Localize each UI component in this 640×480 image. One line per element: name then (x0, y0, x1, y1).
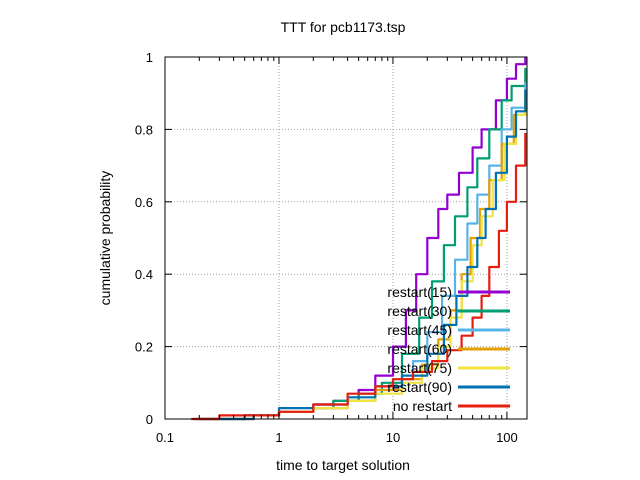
y-tick-label: 0.8 (135, 122, 153, 137)
series-layer (191, 57, 527, 421)
legend-label-6: no restart (393, 398, 452, 414)
legend-label-2: restart(45) (387, 322, 452, 338)
y-tick-label: 0.4 (135, 267, 153, 282)
chart-title: TTT for pcb1173.tsp (281, 19, 406, 35)
x-axis-label: time to target solution (276, 457, 410, 473)
axis-ticks: 0.1 1 10 100 0 0.2 0.4 0.6 0.8 1 (135, 50, 527, 445)
x-tick-label: 0.1 (156, 430, 174, 445)
legend: restart(15) restart(30) restart(45) restart… (387, 284, 510, 414)
grid-lines (165, 57, 527, 419)
legend-label-0: restart(15) (387, 284, 452, 300)
legend-label-4: restart(75) (387, 360, 452, 376)
plot-frame (164, 56, 528, 420)
series-line-6 (191, 133, 527, 421)
y-tick-label: 0.6 (135, 195, 153, 210)
x-tick-label: 10 (386, 430, 400, 445)
y-axis-label: cumulative probability (97, 171, 113, 306)
legend-label-5: restart(90) (387, 379, 452, 395)
series-line-5 (199, 89, 527, 421)
y-tick-label: 0 (146, 412, 153, 427)
y-tick-label: 0.2 (135, 340, 153, 355)
legend-label-1: restart(30) (387, 303, 452, 319)
x-tick-label: 1 (275, 430, 282, 445)
x-tick-label: 100 (496, 430, 518, 445)
y-tick-label: 1 (146, 50, 153, 65)
legend-label-3: restart(60) (387, 341, 452, 357)
